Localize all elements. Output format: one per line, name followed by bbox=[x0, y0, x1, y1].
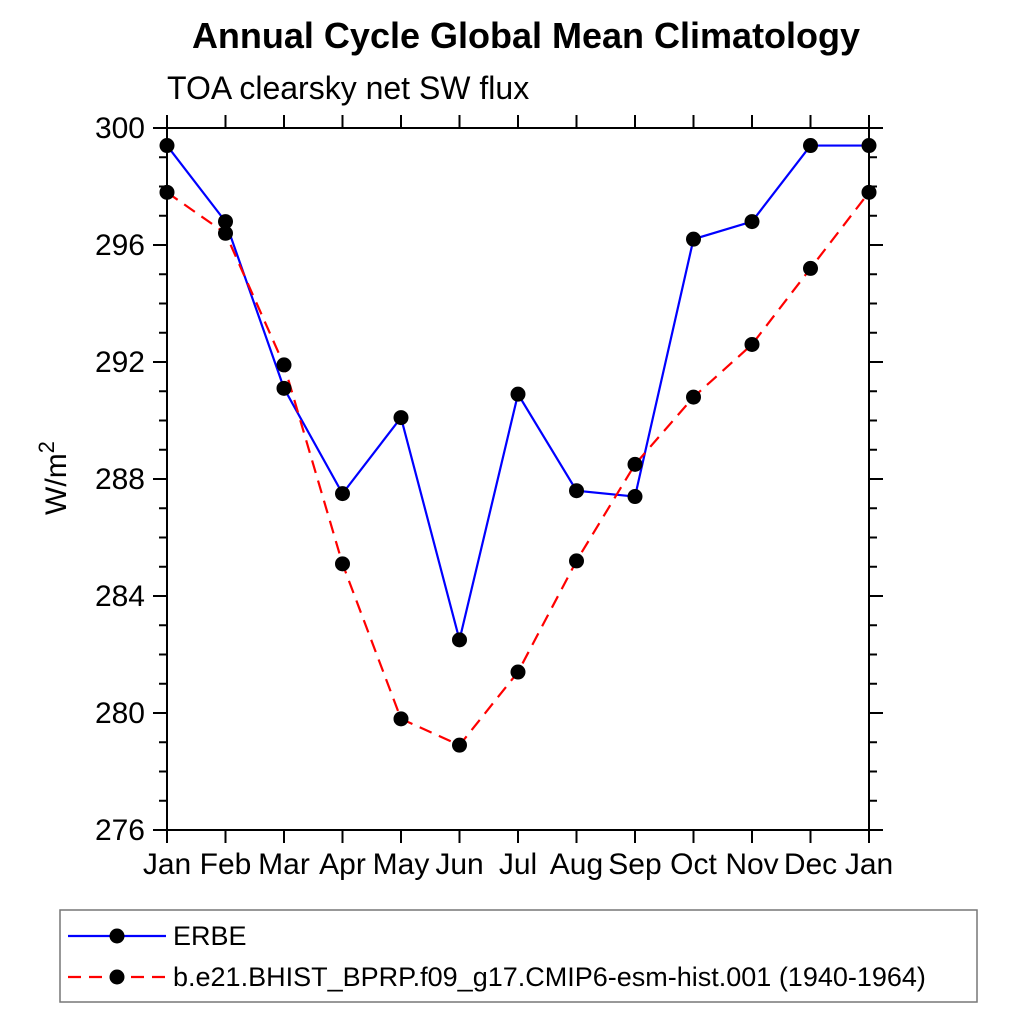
legend-marker-dot-icon bbox=[109, 928, 125, 944]
y-tick-label: 296 bbox=[95, 229, 145, 262]
y-axis-label-exponent: 2 bbox=[34, 441, 59, 453]
plot-area: Jan Feb Mar Apr May Jun Jul Aug Sep Oct Nov Dec Jan2… bbox=[95, 112, 893, 881]
y-tick-label: 292 bbox=[95, 346, 145, 379]
y-axis-label: W/m2 bbox=[34, 441, 73, 515]
x-tick-label: Mar bbox=[258, 848, 310, 881]
series-0-marker bbox=[861, 138, 877, 154]
x-tick-label: Jun bbox=[435, 848, 483, 881]
series-0-marker bbox=[335, 486, 350, 502]
x-tick-label: Apr bbox=[319, 848, 366, 881]
y-axis-label-base: W/m bbox=[40, 453, 73, 515]
y-tick-label: 284 bbox=[95, 580, 145, 613]
x-tick-label: Dec bbox=[784, 848, 837, 881]
series-1-marker bbox=[627, 456, 643, 472]
series-1-marker bbox=[803, 260, 818, 276]
x-tick-label: Sep bbox=[608, 848, 661, 881]
legend-box bbox=[59, 909, 978, 1003]
series-1-marker bbox=[569, 553, 584, 569]
series-0-marker bbox=[744, 214, 760, 230]
x-tick-label: Oct bbox=[670, 848, 717, 881]
series-1-marker bbox=[744, 336, 760, 352]
chart-title: Annual Cycle Global Mean Climatology bbox=[192, 15, 860, 56]
legend-entry-model: b.e21.BHIST_BPRP.f09_g17.CMIP6-esm-hist.… bbox=[68, 962, 926, 992]
series-line-1 bbox=[166, 191, 870, 747]
x-tick-label: May bbox=[373, 848, 430, 881]
chart-subtitle: TOA clearsky net SW flux bbox=[167, 70, 529, 106]
series-0-marker bbox=[218, 214, 233, 230]
legend-entry-erbe: ERBE bbox=[68, 921, 247, 951]
y-tick-label: 276 bbox=[95, 814, 145, 847]
x-tick-label: Jan bbox=[845, 848, 893, 881]
y-tick-label: 300 bbox=[95, 112, 145, 145]
series-0-marker bbox=[627, 489, 643, 505]
series-0-marker bbox=[276, 380, 292, 396]
x-tick-label: Jan bbox=[143, 848, 191, 881]
series-0-marker bbox=[686, 231, 701, 247]
y-tick-label: 288 bbox=[95, 463, 145, 496]
series-1-marker bbox=[510, 664, 526, 680]
plot-frame bbox=[166, 127, 870, 831]
series-1-marker bbox=[218, 225, 233, 241]
series-1-marker bbox=[276, 357, 292, 373]
series-1-marker bbox=[393, 711, 409, 727]
series-1-marker bbox=[452, 737, 467, 753]
legend-label-erbe: ERBE bbox=[173, 921, 247, 951]
series-0-marker bbox=[510, 386, 526, 402]
legend: ERBE b.e21.BHIST_BPRP.f09_g17.CMIP6-esm-… bbox=[59, 909, 978, 1003]
series-1-marker bbox=[686, 389, 701, 405]
legend-label-model: b.e21.BHIST_BPRP.f09_g17.CMIP6-esm-hist.… bbox=[173, 962, 926, 992]
series-0-marker bbox=[159, 138, 175, 154]
legend-marker-dot-icon bbox=[109, 969, 125, 985]
x-tick-label: Jul bbox=[499, 848, 537, 881]
x-tick-label: Aug bbox=[550, 848, 603, 881]
series-1-marker bbox=[335, 556, 350, 572]
series-1-marker bbox=[159, 184, 175, 200]
y-tick-label: 280 bbox=[95, 697, 145, 730]
series-1-marker bbox=[861, 184, 877, 200]
x-tick-label: Feb bbox=[200, 848, 252, 881]
series-0-marker bbox=[803, 138, 818, 154]
x-tick-label: Nov bbox=[725, 848, 778, 881]
series-0-marker bbox=[452, 632, 467, 648]
series-0-marker bbox=[393, 410, 409, 426]
series-0-marker bbox=[569, 483, 584, 499]
